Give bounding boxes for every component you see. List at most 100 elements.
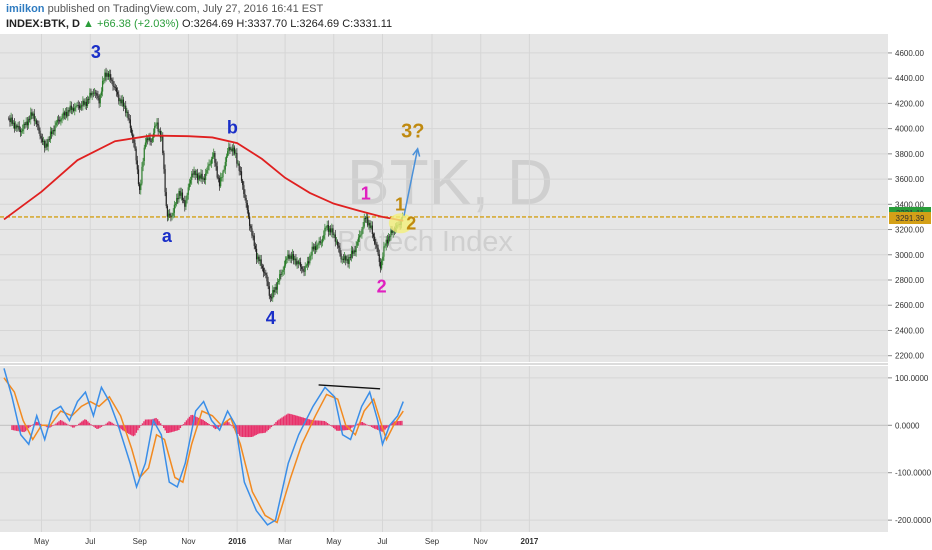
candle-body [284, 259, 287, 266]
candle-body [215, 162, 217, 167]
candle-body [294, 258, 296, 261]
macd-histogram-bar [188, 416, 191, 426]
macd-histogram-bar [255, 425, 257, 435]
macd-histogram-bar [81, 421, 83, 426]
candle-body [123, 105, 126, 107]
candle-body [210, 159, 213, 164]
macd-histogram-bar [329, 425, 332, 426]
candle-body [110, 74, 112, 80]
macd-histogram-bar [307, 418, 309, 426]
candle-body [240, 171, 243, 181]
macd-histogram-bar [319, 420, 321, 426]
macd-histogram-bar [147, 419, 150, 426]
macd-line [3, 368, 404, 526]
candle-body [70, 105, 72, 110]
macd-histogram-bar [11, 425, 13, 430]
candle-body [82, 100, 84, 107]
candle-body [57, 119, 60, 121]
candle-body [254, 245, 257, 249]
candle-body [191, 173, 193, 180]
macd-histogram-bar [108, 421, 110, 426]
candle-body [224, 161, 226, 170]
candle-body [145, 138, 148, 143]
candle-body [375, 243, 377, 245]
candle-body [89, 92, 91, 100]
macd-histogram-bar [49, 425, 51, 428]
watermark: BTK, D Biotech Index [337, 146, 553, 258]
macd-histogram-bar [199, 418, 201, 426]
candle-body [122, 99, 125, 107]
macd-histogram-bar [173, 425, 176, 432]
candle-body [309, 255, 311, 264]
candle-body [96, 93, 98, 96]
macd-histogram-bar [65, 423, 68, 426]
macd-histogram-bar [150, 419, 153, 426]
candle-body [273, 290, 275, 293]
candle-body [301, 266, 303, 270]
change-label: ▲ +66.38 (+2.03%) [83, 18, 179, 30]
candle-body [202, 178, 204, 180]
macd-histogram-bar [223, 423, 226, 426]
macd-histogram-bar [46, 425, 48, 428]
candle-body [363, 218, 365, 227]
candle-body [37, 124, 39, 126]
candle-body [203, 178, 206, 180]
macd-histogram-bar [349, 425, 352, 429]
macd-histogram-bar [390, 423, 392, 426]
candle-body [24, 123, 26, 126]
candle-body [165, 192, 167, 207]
macd-histogram-bar [398, 421, 400, 426]
candle-body [142, 161, 144, 167]
candles-layer [8, 67, 404, 303]
candle-body [267, 281, 269, 287]
candle-body [258, 256, 260, 262]
macd-histogram-bar [96, 425, 98, 429]
macd-histogram-bar [40, 423, 42, 426]
wave-label: 1 [395, 195, 405, 215]
candle-body [158, 130, 160, 132]
author-name[interactable]: imilkon [6, 3, 45, 15]
candle-body [60, 118, 62, 122]
price-axis[interactable] [888, 34, 932, 532]
candle-body [238, 163, 240, 171]
macd-histogram-bar [179, 425, 182, 429]
candle-body [384, 245, 386, 247]
candle-body [88, 98, 90, 100]
macd-histogram-bar [52, 425, 54, 426]
macd-histogram-bar [163, 425, 165, 428]
macd-histogram-bar [338, 425, 341, 431]
candle-body [275, 287, 277, 290]
macd-histogram-bar [264, 425, 267, 433]
chart-area[interactable]: BTK, D Biotech Index 3 a b 4 1 2 1 2 3? 4600.00 4… [0, 34, 932, 550]
candle-body [132, 133, 134, 140]
candle-body [118, 94, 120, 102]
candle-body [39, 130, 41, 137]
candle-body [198, 175, 200, 180]
moving-average-line [3, 134, 404, 222]
macd-histogram-bar [172, 425, 174, 432]
macd-histogram-bar [85, 419, 88, 426]
macd-histogram-bar [37, 422, 39, 426]
macd-histogram-bar [53, 424, 56, 426]
macd-histogram-bar [320, 420, 323, 426]
candle-body [13, 122, 16, 129]
candle-body [126, 111, 128, 113]
macd-histogram-bar [187, 418, 189, 426]
price-tick-label: 2600.00 [895, 301, 924, 310]
candle-body [149, 137, 151, 142]
macd-histogram-bar [203, 420, 206, 426]
price-tick-label: 3600.00 [895, 175, 924, 184]
macd-histogram-bar [161, 425, 163, 426]
macd-histogram-bar [372, 425, 374, 428]
candle-body [167, 213, 170, 217]
candle-body [67, 110, 69, 117]
candle-body [101, 80, 104, 92]
candle-body [279, 274, 281, 281]
time-axis[interactable] [0, 532, 932, 550]
candle-body [195, 173, 197, 176]
macd-histogram-bar [254, 425, 256, 436]
macd-histogram-bar [238, 425, 241, 436]
candle-body [333, 234, 335, 236]
macd-histogram-bar [196, 417, 198, 426]
